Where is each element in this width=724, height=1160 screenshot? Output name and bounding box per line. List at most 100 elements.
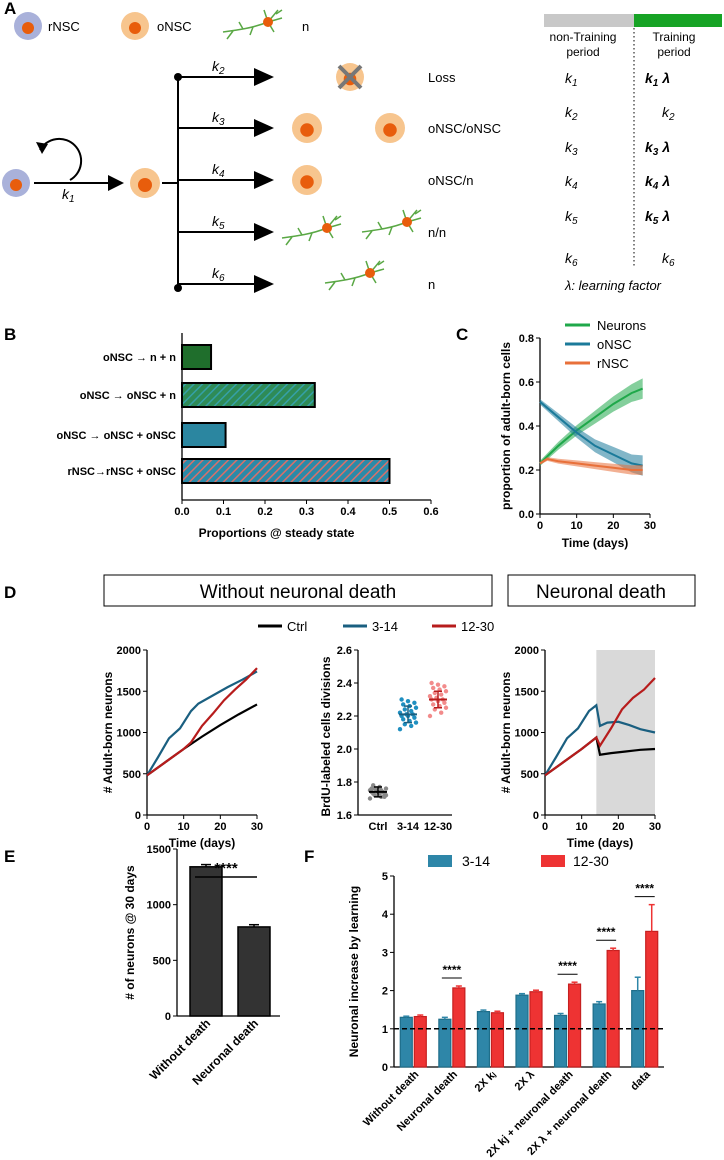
series-line (544, 703, 656, 776)
non-training-header-1: non-Training (550, 30, 617, 44)
loss-cross-icon (337, 64, 363, 90)
data-point (369, 786, 374, 791)
data-point (429, 680, 434, 686)
x-tick-label: 30 (649, 821, 661, 833)
rate-letter: k (565, 70, 573, 86)
x-tick-label: 0.5 (382, 506, 397, 518)
y-tick-label: 1000 (147, 900, 171, 912)
rate-subscript: 6 (219, 273, 225, 284)
x-tick-label: 0 (537, 520, 543, 532)
category-label: oNSC → n + n (103, 352, 176, 364)
chart-d1: 0 10 20 30 0 500 1000 1500 2000 Time (days) # Adul… (101, 645, 263, 850)
data-point (399, 697, 404, 702)
rate-subscript: 1 (572, 78, 578, 89)
learning-factor-note: λ: learning factor (564, 278, 662, 293)
data-point (427, 694, 433, 699)
data-point (439, 692, 444, 697)
x-tick-label: 0 (542, 821, 548, 833)
y-tick-label: 500 (153, 955, 171, 967)
data-point (431, 685, 436, 691)
rate-subscript: 3 (219, 117, 225, 128)
y-tick-label: 500 (123, 769, 141, 781)
self-renewal-arrow-head (36, 142, 48, 154)
reaction-outcome: n/n (428, 225, 446, 240)
significance-stars: **** (443, 963, 462, 977)
data-point (427, 713, 433, 719)
y-tick-label: 0.4 (519, 421, 535, 433)
reaction-outcome: oNSC/oNSC (428, 121, 501, 136)
rate-label: k3 (212, 109, 225, 128)
data-point (413, 720, 419, 725)
legend-d-ctrl: Ctrl (287, 619, 307, 634)
lambda-factor: λ (661, 70, 670, 86)
data-point (413, 705, 419, 710)
x-category-label: 3-14 (397, 821, 420, 833)
y-tick-label: 1500 (147, 844, 171, 856)
rate-letter: k (662, 250, 670, 266)
data-point (431, 702, 436, 707)
x-category-label: Ctrl (369, 821, 388, 833)
data-point (442, 700, 447, 705)
rate-letter: k (565, 250, 573, 266)
table-rate-training: k5 λ (645, 208, 670, 227)
x-tick-label: 0.1 (216, 506, 231, 518)
y-tick-label: 2.6 (337, 645, 352, 657)
y-axis-title: # Adult-born neurons (499, 671, 513, 793)
x-tick-label: 20 (607, 520, 619, 532)
data-point (409, 708, 414, 714)
y-tick-label: 0 (165, 1011, 171, 1023)
rate-subscript: 5 (572, 216, 578, 227)
rate-letter: k (565, 139, 573, 155)
rate-subscript: 6 (669, 258, 675, 269)
table-rate-nontraining: k5 (565, 208, 578, 227)
rate-letter: k (645, 173, 654, 189)
x-axis-title: Proportions @ steady state (199, 526, 355, 540)
legend-d-1230: 12-30 (461, 619, 494, 634)
rate-label: k6 (212, 265, 225, 284)
x-tick-label: 10 (571, 520, 583, 532)
legend-f-314: 3-14 (462, 853, 490, 869)
rate-subscript: 4 (652, 181, 659, 192)
onsc-product-icon (292, 113, 322, 143)
y-tick-label: 5 (382, 871, 388, 883)
rate-table: non-Training period Training period k1 k1… (544, 14, 722, 293)
bar (181, 344, 213, 370)
y-tick-label: 0 (533, 810, 539, 822)
table-rate-nontraining: k3 (565, 139, 578, 158)
y-tick-label: 0.8 (519, 333, 534, 345)
bar (438, 1018, 452, 1068)
reaction-arrow-head (254, 171, 274, 189)
neuronal-death-box (507, 574, 696, 607)
panel-d-label: D (4, 583, 16, 602)
rate-letter: k (212, 265, 220, 281)
x-tick-label: 0 (144, 821, 150, 833)
non-training-bar (544, 14, 634, 27)
rate-subscript: 2 (571, 112, 578, 123)
y-tick-label: 2.2 (337, 711, 352, 723)
y-axis-title: # Adult-born neurons (101, 671, 115, 793)
without-death-title: Without neuronal death (200, 582, 396, 603)
reaction-outcome: Loss (428, 70, 456, 85)
table-rate-training: k1 λ (645, 70, 670, 89)
y-axis-title: # of neurons @ 30 days (123, 865, 137, 1000)
rate-subscript: 6 (572, 258, 578, 269)
chart-d3: 0 10 20 30 0 500 1000 1500 2000 Time (days) # Adul… (499, 645, 661, 850)
bar (237, 926, 271, 1017)
data-point (439, 710, 444, 715)
x-tick-label: 0.2 (257, 506, 272, 518)
x-tick-label: 30 (644, 520, 656, 532)
y-tick-label: 500 (521, 769, 539, 781)
y-tick-label: 1.6 (337, 810, 352, 822)
y-tick-label: 3 (382, 947, 388, 959)
y-tick-label: 2 (382, 986, 388, 998)
data-point (382, 794, 387, 800)
y-tick-label: 2000 (117, 645, 141, 657)
confidence-band (540, 378, 643, 467)
rate-letter: k (662, 104, 670, 120)
lambda-factor: λ (661, 208, 670, 224)
reaction-arrow-head (254, 275, 274, 293)
legend-label: rNSC (597, 356, 629, 371)
rate-letter: k (645, 208, 654, 224)
data-point (402, 707, 407, 712)
